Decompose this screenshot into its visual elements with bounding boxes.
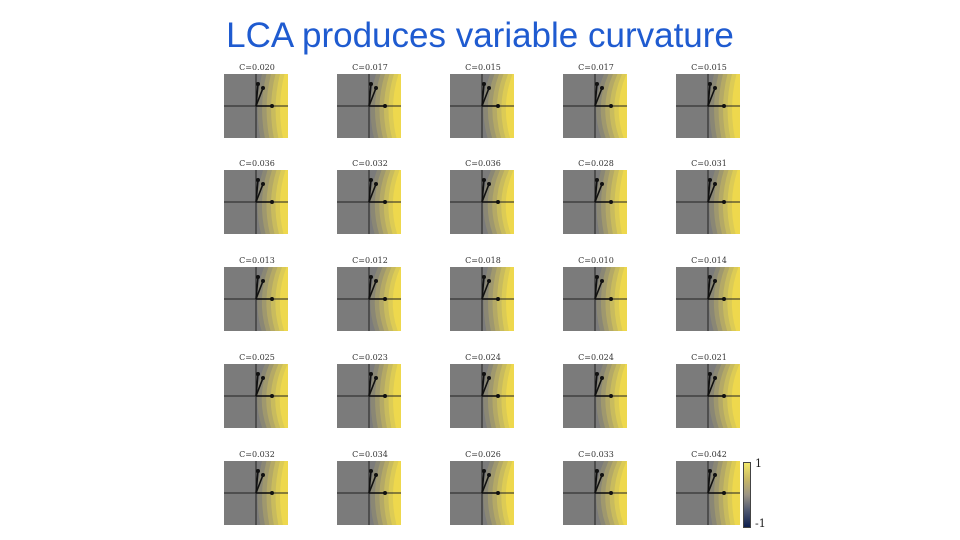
panel-curvature-label: C=0.026 — [465, 450, 501, 459]
panel-curvature-label: C=0.031 — [691, 159, 727, 168]
panel-r4-c1: C=0.025 — [222, 352, 292, 432]
panel-curvature-label: C=0.032 — [352, 159, 388, 168]
panel-curvature-label: C=0.015 — [691, 63, 727, 72]
panel-r5-c1: C=0.032 — [222, 449, 292, 529]
panel-r2-c4: C=0.028 — [561, 158, 631, 238]
panel-r4-c2: C=0.023 — [335, 352, 405, 432]
panel-contour-plot — [337, 461, 401, 525]
panel-r3-c5: C=0.014 — [674, 255, 744, 335]
panel-contour-plot — [676, 364, 740, 428]
panel-r1-c2: C=0.017 — [335, 62, 405, 142]
colorbar-gradient — [743, 462, 751, 528]
panel-curvature-label: C=0.023 — [352, 353, 388, 362]
panel-contour-plot — [450, 170, 514, 234]
panel-r5-c5: C=0.042 — [674, 449, 744, 529]
panel-curvature-label: C=0.018 — [465, 256, 501, 265]
panel-contour-plot — [563, 461, 627, 525]
panel-r5-c2: C=0.034 — [335, 449, 405, 529]
panel-curvature-label: C=0.042 — [691, 450, 727, 459]
panel-curvature-label: C=0.021 — [691, 353, 727, 362]
slide-title: LCA produces variable curvature — [226, 16, 734, 55]
panel-curvature-label: C=0.034 — [352, 450, 388, 459]
panel-contour-plot — [676, 461, 740, 525]
panel-curvature-label: C=0.015 — [465, 63, 501, 72]
panel-r4-c3: C=0.024 — [448, 352, 518, 432]
panel-r1-c3: C=0.015 — [448, 62, 518, 142]
panel-r4-c4: C=0.024 — [561, 352, 631, 432]
panel-r3-c1: C=0.013 — [222, 255, 292, 335]
panel-curvature-label: C=0.036 — [239, 159, 275, 168]
panel-r2-c2: C=0.032 — [335, 158, 405, 238]
colorbar-min-label: -1 — [755, 517, 766, 530]
panel-contour-plot — [337, 170, 401, 234]
panel-r1-c4: C=0.017 — [561, 62, 631, 142]
panel-r5-c3: C=0.026 — [448, 449, 518, 529]
panel-r2-c3: C=0.036 — [448, 158, 518, 238]
panel-contour-plot — [224, 170, 288, 234]
panel-r1-c1: C=0.020 — [222, 62, 292, 142]
panel-curvature-label: C=0.036 — [465, 159, 501, 168]
panel-contour-plot — [450, 267, 514, 331]
panel-contour-plot — [450, 461, 514, 525]
colorbar-max-label: 1 — [755, 457, 762, 470]
panel-contour-plot — [450, 74, 514, 138]
panel-r2-c1: C=0.036 — [222, 158, 292, 238]
panel-curvature-label: C=0.017 — [352, 63, 388, 72]
panel-curvature-label: C=0.020 — [239, 63, 275, 72]
panel-r3-c4: C=0.010 — [561, 255, 631, 335]
panel-r3-c2: C=0.012 — [335, 255, 405, 335]
panel-contour-plot — [224, 364, 288, 428]
panel-curvature-label: C=0.032 — [239, 450, 275, 459]
panel-curvature-label: C=0.033 — [578, 450, 614, 459]
panel-contour-plot — [224, 74, 288, 138]
panel-curvature-label: C=0.028 — [578, 159, 614, 168]
panel-curvature-label: C=0.012 — [352, 256, 388, 265]
panel-contour-plot — [337, 74, 401, 138]
panel-contour-plot — [450, 364, 514, 428]
panel-curvature-label: C=0.014 — [691, 256, 727, 265]
panel-curvature-label: C=0.024 — [465, 353, 501, 362]
panel-contour-plot — [563, 267, 627, 331]
panel-r2-c5: C=0.031 — [674, 158, 744, 238]
panel-curvature-label: C=0.017 — [578, 63, 614, 72]
panel-r5-c4: C=0.033 — [561, 449, 631, 529]
panel-r3-c3: C=0.018 — [448, 255, 518, 335]
panel-contour-plot — [563, 170, 627, 234]
colorbar: 1 -1 — [743, 457, 773, 530]
panel-contour-plot — [224, 267, 288, 331]
panel-curvature-label: C=0.010 — [578, 256, 614, 265]
panel-curvature-label: C=0.025 — [239, 353, 275, 362]
panel-contour-plot — [563, 364, 627, 428]
panel-contour-plot — [676, 267, 740, 331]
panel-r1-c5: C=0.015 — [674, 62, 744, 142]
panel-r4-c5: C=0.021 — [674, 352, 744, 432]
panel-contour-plot — [676, 170, 740, 234]
panel-curvature-label: C=0.013 — [239, 256, 275, 265]
panel-contour-plot — [676, 74, 740, 138]
panel-grid: C=0.020 C=0.017 C=0.015 C=0.017 C=0.015 C=0.0… — [222, 62, 742, 532]
panel-contour-plot — [337, 364, 401, 428]
panel-contour-plot — [337, 267, 401, 331]
panel-contour-plot — [224, 461, 288, 525]
panel-curvature-label: C=0.024 — [578, 353, 614, 362]
panel-contour-plot — [563, 74, 627, 138]
